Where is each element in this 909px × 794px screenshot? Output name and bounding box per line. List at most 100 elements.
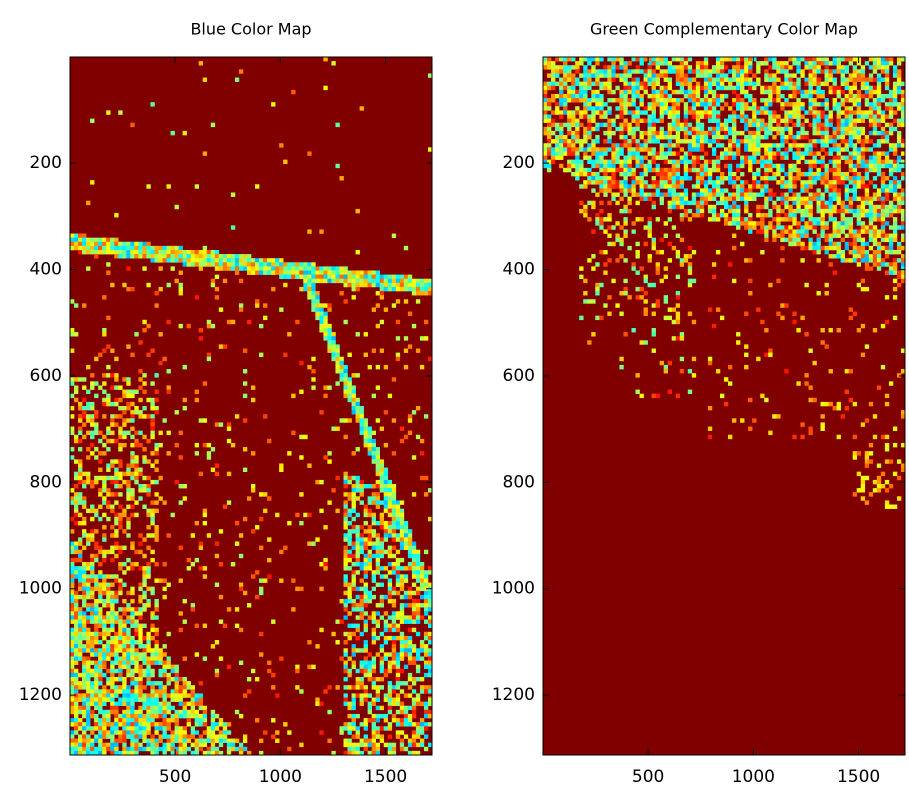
pixel <box>219 718 223 722</box>
pixel <box>360 271 364 275</box>
pixel <box>559 94 563 98</box>
pixel <box>889 98 893 102</box>
pixel <box>623 82 627 86</box>
pixel <box>323 336 327 340</box>
pixel <box>70 377 74 381</box>
pixel <box>380 488 384 492</box>
pixel <box>211 730 215 734</box>
pixel <box>352 665 356 669</box>
pixel <box>134 439 138 443</box>
pixel <box>583 86 587 90</box>
pixel <box>360 669 364 673</box>
pixel <box>78 459 82 463</box>
pixel <box>207 254 211 258</box>
pixel <box>696 86 700 90</box>
pixel <box>219 422 223 426</box>
pixel <box>150 689 154 693</box>
pixel <box>331 349 335 353</box>
pixel <box>696 90 700 94</box>
pixel <box>348 509 352 513</box>
pixel <box>768 164 772 168</box>
pixel <box>420 287 424 291</box>
pixel <box>255 595 259 599</box>
pixel <box>134 698 138 702</box>
pixel <box>416 615 420 619</box>
pixel <box>102 398 106 402</box>
pixel <box>142 381 146 385</box>
pixel <box>70 718 74 722</box>
pixel <box>652 78 656 82</box>
pixel <box>583 69 587 73</box>
pixel <box>660 127 664 131</box>
pixel <box>86 628 90 632</box>
pixel <box>559 110 563 114</box>
pixel <box>571 139 575 143</box>
pixel <box>352 496 356 500</box>
pixel <box>271 266 275 270</box>
pixel <box>776 147 780 151</box>
pixel <box>146 587 150 591</box>
pixel <box>396 500 400 504</box>
pixel <box>279 275 283 279</box>
pixel <box>567 160 571 164</box>
pixel <box>627 90 631 94</box>
pixel <box>339 176 343 180</box>
pixel <box>611 151 615 155</box>
pixel <box>724 57 728 61</box>
pixel <box>106 689 110 693</box>
pixel <box>130 693 134 697</box>
pixel <box>591 73 595 77</box>
pixel <box>98 353 102 357</box>
pixel <box>644 78 648 82</box>
pixel <box>167 258 171 262</box>
pixel <box>392 488 396 492</box>
pixel <box>376 652 380 656</box>
pixel <box>849 78 853 82</box>
pixel <box>547 147 551 151</box>
pixel <box>70 661 74 665</box>
pixel <box>344 500 348 504</box>
pixel <box>243 266 247 270</box>
pixel <box>607 147 611 151</box>
pixel <box>118 110 122 114</box>
pixel <box>631 78 635 82</box>
pixel <box>82 706 86 710</box>
pixel <box>142 661 146 665</box>
pixel <box>388 533 392 537</box>
pixel <box>885 106 889 110</box>
pixel <box>78 418 82 422</box>
pixel <box>893 110 897 114</box>
pixel <box>255 271 259 275</box>
pixel <box>404 648 408 652</box>
pixel <box>744 114 748 118</box>
pixel <box>138 722 142 726</box>
pixel <box>388 743 392 747</box>
pixel <box>543 164 547 168</box>
pixel <box>732 135 736 139</box>
pixel <box>571 98 575 102</box>
pixel <box>889 94 893 98</box>
pixel <box>656 151 660 155</box>
pixel <box>392 537 396 541</box>
pixel <box>680 86 684 90</box>
pixel <box>175 718 179 722</box>
pixel <box>146 747 150 751</box>
pixel <box>599 94 603 98</box>
pixel <box>118 644 122 648</box>
pixel <box>348 591 352 595</box>
pixel <box>327 459 331 463</box>
pixel <box>74 615 78 619</box>
pixel <box>776 164 780 168</box>
pixel <box>732 69 736 73</box>
pixel <box>636 151 640 155</box>
pixel <box>873 156 877 160</box>
pixel <box>664 151 668 155</box>
pixel <box>396 513 400 517</box>
pixel <box>752 106 756 110</box>
pixel <box>364 644 368 648</box>
pixel <box>187 566 191 570</box>
pixel <box>78 644 82 648</box>
pixel <box>344 513 348 517</box>
pixel <box>400 702 404 706</box>
pixel <box>82 505 86 509</box>
